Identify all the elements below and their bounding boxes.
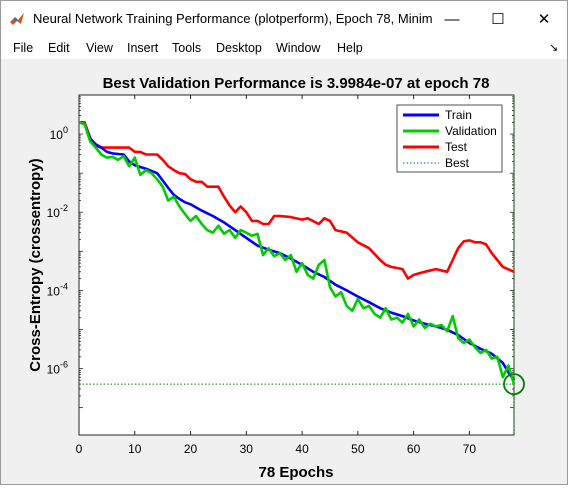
y-tick-label: 10-2 [47,203,68,220]
x-tick-label: 0 [76,442,83,456]
menu-tools[interactable]: Tools [172,41,202,55]
performance-chart: Best Validation Performance is 3.9984e-0… [27,75,525,481]
y-tick-label: 10-6 [47,360,68,377]
legend-label-test: Test [445,140,468,154]
maximize-button[interactable]: ☐ [491,11,505,28]
menu-file[interactable]: File [13,41,34,55]
menu-desktop[interactable]: Desktop [216,41,262,55]
menu-edit[interactable]: Edit [48,41,70,55]
x-axis-ticks: 0 10 20 30 40 50 60 70 [76,95,477,456]
matlab-icon [10,13,24,25]
x-tick-label: 20 [184,442,198,456]
figure-area: Best Validation Performance is 3.9984e-0… [1,60,567,484]
x-tick-label: 60 [407,442,421,456]
y-axis-label: Cross-Entropy (crossentropy) [27,158,44,371]
legend-label-validation: Validation [445,124,497,138]
x-tick-label: 30 [240,442,254,456]
y-tick-label: 10-4 [47,281,68,298]
menu-view[interactable]: View [86,41,113,55]
title-bar[interactable]: Neural Network Training Performance (plo… [1,1,567,37]
menu-window[interactable]: Window [276,41,321,55]
x-tick-label: 70 [463,442,477,456]
x-tick-label: 40 [295,442,309,456]
dock-arrow-icon[interactable]: ↘ [549,42,559,54]
legend[interactable]: Train Validation Test Best [396,104,503,173]
legend-label-train: Train [445,108,472,122]
x-axis-label: 78 Epochs [258,464,333,481]
series-line-validation [78,121,516,385]
x-tick-label: 50 [351,442,365,456]
series-line-test [79,121,515,280]
x-tick-label: 10 [128,442,142,456]
menu-bar: File Edit View Insert Tools Desktop Wind… [1,37,567,59]
chart-title: Best Validation Performance is 3.9984e-0… [103,75,490,92]
window-title: Neural Network Training Performance (plo… [33,11,433,26]
series-layer [78,95,525,435]
y-tick-label: 100 [50,125,68,142]
menu-insert[interactable]: Insert [127,41,159,55]
close-button[interactable]: ✕ [537,11,551,28]
menu-help[interactable]: Help [337,41,363,55]
best-point-marker [503,373,525,396]
y-axis-ticks: 100 10-2 10-4 10-6 [47,94,514,409]
minimize-button[interactable]: — [444,10,460,28]
legend-label-best: Best [445,156,470,170]
